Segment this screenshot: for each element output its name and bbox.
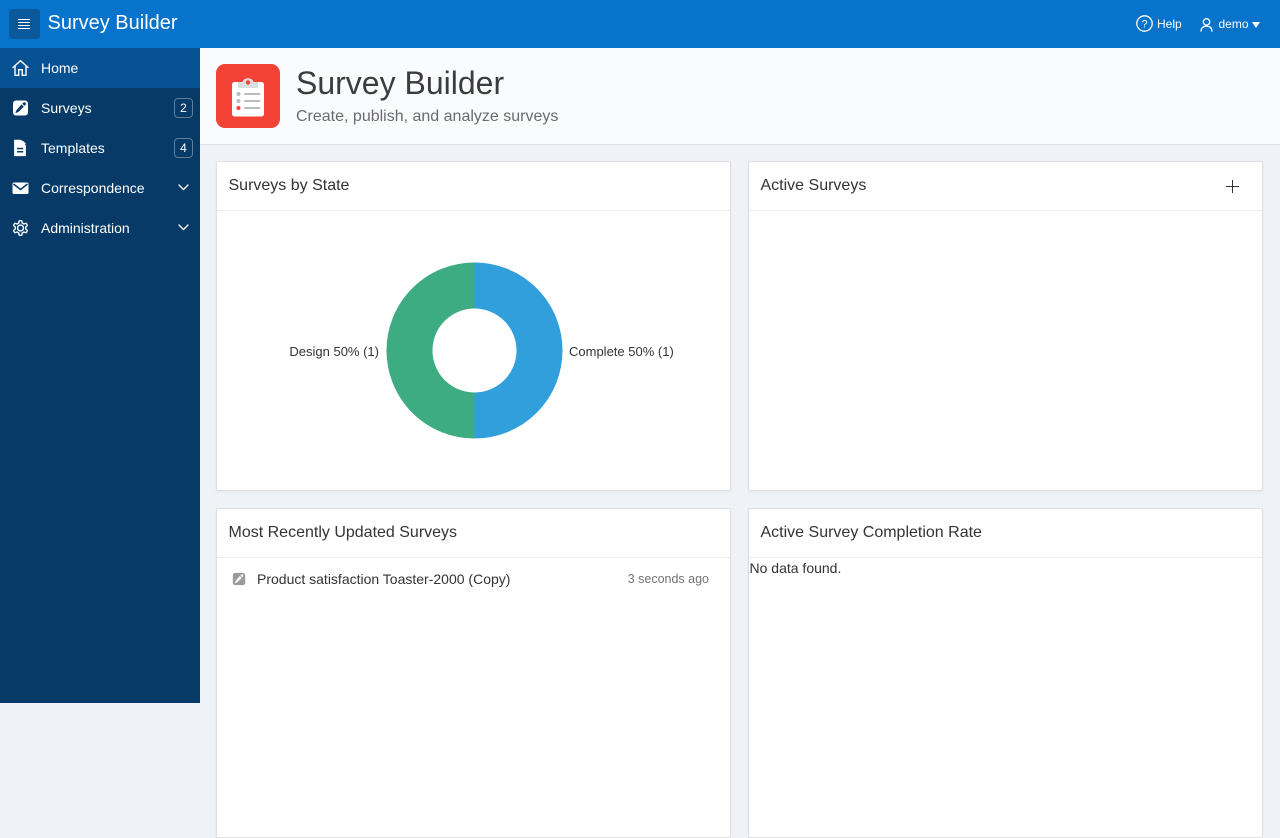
svg-text:?: ? — [1141, 19, 1147, 31]
